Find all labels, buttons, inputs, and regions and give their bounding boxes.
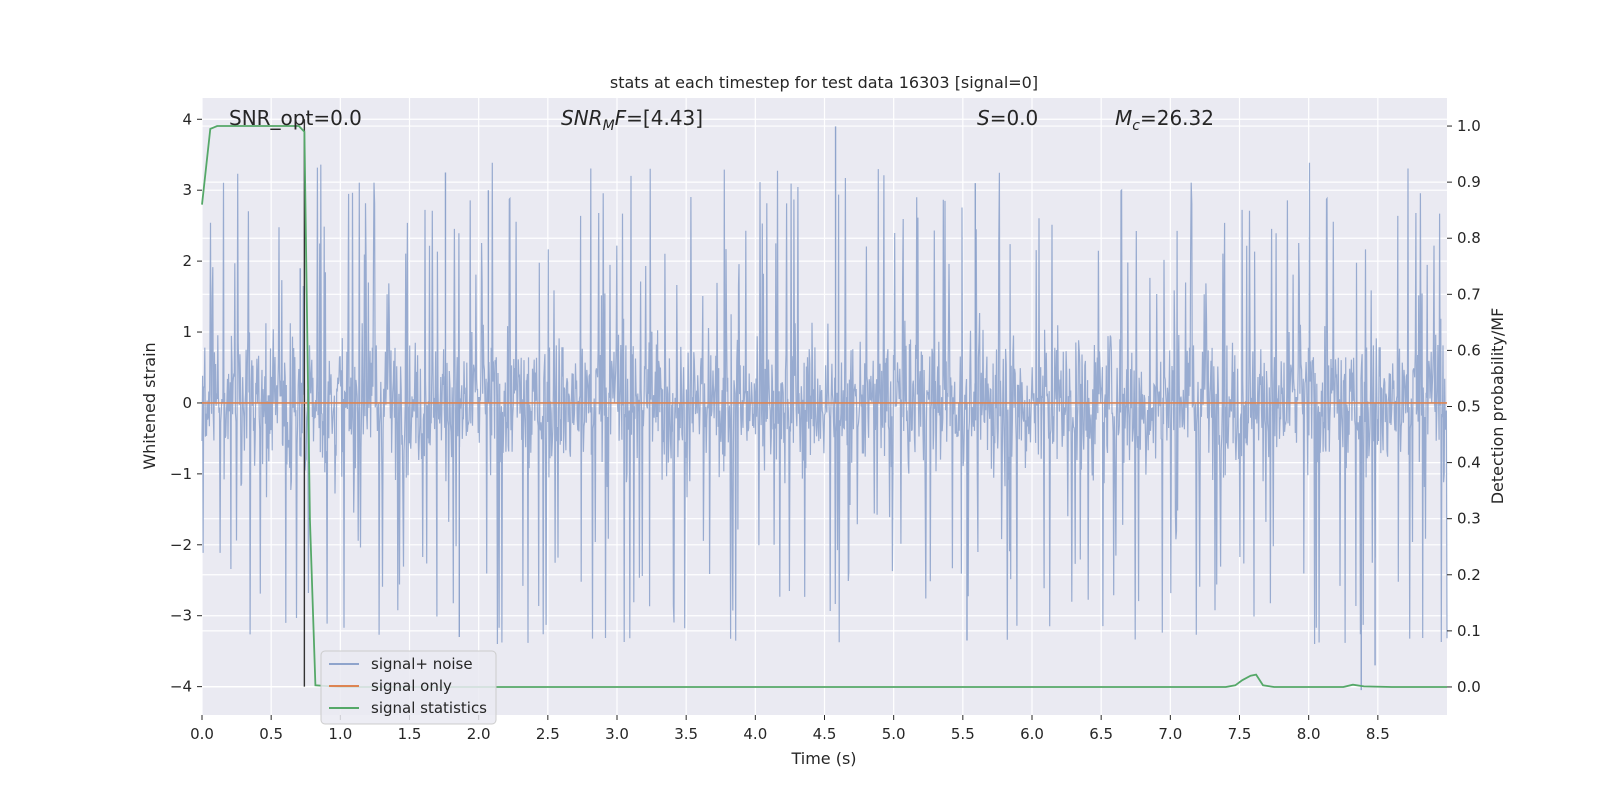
signal-statistics-line — [201, 125, 1447, 688]
x-tick-label: 4.5 — [813, 725, 837, 743]
legend-label-signal-statistics: signal statistics — [371, 699, 487, 717]
legend-box — [320, 650, 497, 725]
y-tick-label-right: 0.7 — [1457, 285, 1481, 303]
x-tick-label: 8.0 — [1297, 725, 1321, 743]
annotation-snr-opt: SNR_opt=0.0 — [229, 106, 362, 130]
mc-main: M — [1115, 106, 1132, 130]
snr-mf-value: =[4.43] — [626, 106, 703, 130]
x-axis-label: Time (s) — [790, 749, 856, 768]
signal-noise-series — [201, 126, 1448, 691]
y-tick-label-right: 0.4 — [1457, 454, 1481, 472]
signal-noise-trace — [201, 162, 1448, 645]
y-tick-label-left: 0 — [182, 394, 192, 412]
y-tick-label-right: 0.9 — [1457, 173, 1481, 191]
x-tick-label: 6.5 — [1089, 725, 1113, 743]
snr-mf-sub: M — [603, 118, 615, 134]
y-axis-label-left: Whitened strain — [140, 342, 159, 469]
mc-rest: =26.32 — [1140, 106, 1214, 130]
y-tick-label-left: −1 — [170, 465, 192, 483]
annotation-mc: Mc=26.32 — [1115, 106, 1214, 134]
x-tick-label: 5.0 — [882, 725, 906, 743]
y-tick-label-left: −3 — [170, 607, 192, 625]
x-tick-label: 5.5 — [951, 725, 975, 743]
y-tick-label-left: −2 — [170, 536, 192, 554]
x-tick-label: 0.0 — [190, 725, 214, 743]
y-tick-label-right: 0.0 — [1457, 678, 1481, 696]
x-tick-label: 8.5 — [1366, 725, 1390, 743]
y-tick-label-right: 1.0 — [1457, 117, 1481, 135]
x-tick-label: 7.0 — [1158, 725, 1182, 743]
x-tick-label: 3.0 — [605, 725, 629, 743]
s-rest: =0.0 — [990, 106, 1039, 130]
x-tick-label: 2.5 — [536, 725, 560, 743]
x-tick-label: 1.0 — [328, 725, 352, 743]
y-tick-label-right: 0.2 — [1457, 566, 1481, 584]
mc-sub: c — [1132, 118, 1140, 134]
y-tick-label-right: 0.6 — [1457, 341, 1481, 359]
chart-title: stats at each timestep for test data 163… — [610, 73, 1038, 92]
x-tick-label: 1.5 — [398, 725, 422, 743]
snr-mf-rest: F=[4.43] — [615, 106, 703, 130]
y-axis-label-right: Detection probability/MF — [1488, 308, 1507, 505]
y-tick-label-right: 0.5 — [1457, 398, 1481, 416]
x-tick-label: 3.5 — [674, 725, 698, 743]
y-tick-label-left: −4 — [170, 678, 192, 696]
x-tick-label: 6.0 — [1020, 725, 1044, 743]
y-tick-label-right: 0.1 — [1457, 622, 1481, 640]
y-tick-label-right: 0.3 — [1457, 510, 1481, 528]
y-tick-label-left: 1 — [182, 323, 192, 341]
s-var: S — [977, 106, 990, 130]
lines-layer — [201, 119, 1447, 688]
ticks-layer: 0.0 0.5 1.0 1.5 2.0 2.5 3.0 3.5 4.0 4.5 5.0 5.5 6.0 6… — [170, 110, 1481, 743]
y-tick-label-left: 2 — [182, 252, 192, 270]
snr-mf-main: SNR — [561, 106, 603, 130]
x-tick-label: 2.0 — [467, 725, 491, 743]
legend-label-signal-only: signal only — [371, 677, 452, 695]
y-tick-label-right: 0.8 — [1457, 229, 1481, 247]
y-tick-label-left: 3 — [182, 181, 192, 199]
legend-label-signal-noise: signal+ noise — [371, 655, 473, 673]
annotation-snr-mf: SNRMF=[4.43] — [561, 106, 703, 134]
legend[interactable]: signal+ noise signal only signal statist… — [320, 650, 497, 725]
x-tick-label: 4.0 — [743, 725, 767, 743]
x-tick-label: 7.5 — [1228, 725, 1252, 743]
y-tick-label-left: 4 — [182, 110, 192, 128]
x-tick-label: 0.5 — [259, 725, 283, 743]
annotation-s: S=0.0 — [977, 106, 1038, 130]
